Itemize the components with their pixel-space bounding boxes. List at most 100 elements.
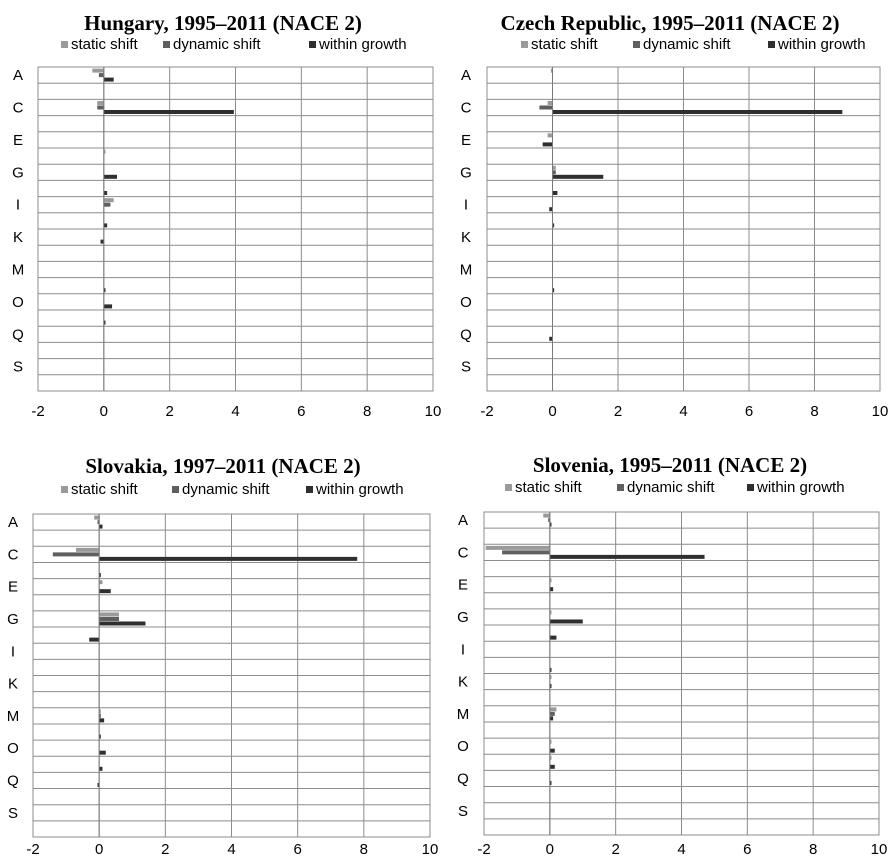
bar-within-growth-row-7 [549, 635, 557, 640]
bar-within-growth-row-16 [549, 336, 553, 341]
bar-static-shift-row-2 [97, 101, 104, 105]
bar-dynamic-shift-row-0 [97, 520, 100, 525]
x-tick-label: 8 [809, 841, 817, 858]
chart-title: Czech Republic, 1995–2011 (NACE 2) [501, 11, 840, 35]
category-label: E [461, 132, 471, 149]
bar-within-growth-row-9 [103, 223, 108, 228]
legend-label-0: static shift [71, 481, 139, 498]
x-tick-label: 6 [745, 403, 753, 420]
chart-hungary: Hungary, 1995–2011 (NACE 2)static shift d… [12, 11, 442, 420]
legend-swatch-2 [747, 484, 754, 491]
category-label: Q [460, 326, 472, 343]
bar-within-growth-row-6 [103, 174, 117, 179]
bar-dynamic-shift-row-0 [548, 518, 550, 523]
bar-within-growth-row-6 [552, 174, 604, 179]
bar-dynamic-shift-row-6 [99, 616, 120, 621]
bar-within-growth-row-16 [97, 782, 100, 787]
x-tick-label: 0 [546, 841, 554, 858]
bar-static-shift-row-14 [549, 739, 552, 744]
chart-slovakia: Slovakia, 1997–2011 (NACE 2) static shift… [7, 454, 439, 858]
bar-within-growth-row-4 [99, 589, 111, 594]
bar-within-growth-row-10 [549, 684, 552, 689]
category-label: A [458, 512, 468, 529]
chart-panel-hungary: Hungary, 1995–2011 (NACE 2) static shift d… [0, 0, 446, 430]
bar-static-shift-row-8 [103, 198, 114, 203]
bar-static-shift-row-10 [549, 675, 552, 680]
bar-static-shift-row-15 [549, 755, 552, 760]
category-label: G [457, 609, 469, 626]
bar-static-shift-row-5 [103, 149, 106, 154]
category-label: E [8, 579, 18, 596]
x-tick-label: 2 [161, 841, 169, 858]
bar-dynamic-shift-row-12 [549, 711, 555, 716]
legend-swatch-2 [768, 41, 775, 48]
chart-panel-slovakia: Slovakia, 1997–2011 (NACE 2) static shift… [0, 445, 446, 861]
legend-label-2: within growth [318, 36, 407, 53]
bar-within-growth-row-0 [99, 524, 103, 529]
x-tick-label: 0 [548, 403, 556, 420]
bar-within-growth-row-4 [549, 587, 554, 592]
bar-within-growth-row-2 [549, 554, 705, 559]
category-label: O [457, 738, 469, 755]
bar-within-growth-row-12 [549, 716, 554, 721]
category-label: I [461, 641, 465, 658]
x-tick-label: 8 [360, 841, 368, 858]
x-tick-label: 6 [297, 403, 305, 420]
category-label: C [458, 544, 469, 561]
category-label: K [458, 674, 468, 691]
bar-within-growth-row-16 [549, 780, 552, 785]
x-tick-label: 10 [422, 841, 439, 858]
bar-within-growth-row-0 [103, 77, 114, 82]
bar-within-growth-row-2 [103, 110, 234, 114]
legend-label-0: static shift [71, 36, 139, 53]
bar-dynamic-shift-row-2 [52, 552, 100, 557]
bar-within-growth-row-2 [552, 110, 843, 114]
category-label: C [461, 100, 472, 117]
bar-static-shift-row-0 [92, 68, 104, 73]
bar-static-shift-row-4 [549, 578, 552, 583]
x-tick-label: 2 [165, 403, 173, 420]
legend-label-1: dynamic shift [173, 36, 261, 53]
x-tick-label: 6 [293, 841, 301, 858]
bar-static-shift-row-0 [550, 68, 553, 73]
legend-swatch-1 [172, 486, 179, 493]
category-label: K [13, 229, 23, 246]
bar-within-growth-row-14 [99, 750, 106, 755]
x-tick-label: 4 [679, 403, 687, 420]
bar-dynamic-shift-row-2 [502, 550, 550, 555]
category-label: S [13, 359, 23, 376]
bar-dynamic-shift-row-6 [552, 170, 556, 175]
category-label: Q [457, 770, 469, 787]
bar-static-shift-row-4 [547, 133, 553, 138]
bar-within-growth-row-9 [549, 667, 552, 672]
legend-label-0: static shift [515, 479, 583, 496]
bar-within-growth-row-7 [103, 191, 108, 195]
bar-within-growth-row-6 [549, 619, 583, 624]
x-tick-label: 6 [743, 841, 751, 858]
x-tick-label: -2 [477, 841, 490, 858]
bar-within-growth-row-9 [552, 223, 555, 228]
category-label: I [16, 197, 20, 214]
category-label: Q [7, 772, 19, 789]
bar-within-growth-row-10 [100, 239, 104, 244]
category-label: M [460, 262, 473, 279]
chart-czech-republic: Czech Republic, 1995–2011 (NACE 2)static… [460, 11, 889, 420]
category-label: Q [12, 326, 24, 343]
legend-swatch-1 [617, 484, 624, 491]
bar-within-growth-row-13 [552, 288, 555, 293]
bar-static-shift-row-0 [94, 515, 100, 520]
bar-within-growth-row-6 [99, 621, 146, 626]
bar-within-growth-row-2 [99, 556, 358, 561]
chart-slovenia: Slovenia, 1995–2011 (NACE 2) static shift… [457, 453, 888, 858]
bar-static-shift-row-6 [549, 610, 552, 615]
category-label: M [7, 708, 20, 725]
bar-static-shift-row-6 [99, 612, 120, 617]
legend-label-1: dynamic shift [627, 479, 715, 496]
bar-within-growth-row-14 [549, 748, 555, 753]
x-tick-label: 4 [231, 403, 239, 420]
x-tick-label: 4 [677, 841, 685, 858]
category-label: S [8, 805, 18, 822]
bar-static-shift-row-4 [99, 580, 103, 585]
category-label: C [13, 100, 24, 117]
chart-title: Hungary, 1995–2011 (NACE 2) [84, 11, 362, 35]
